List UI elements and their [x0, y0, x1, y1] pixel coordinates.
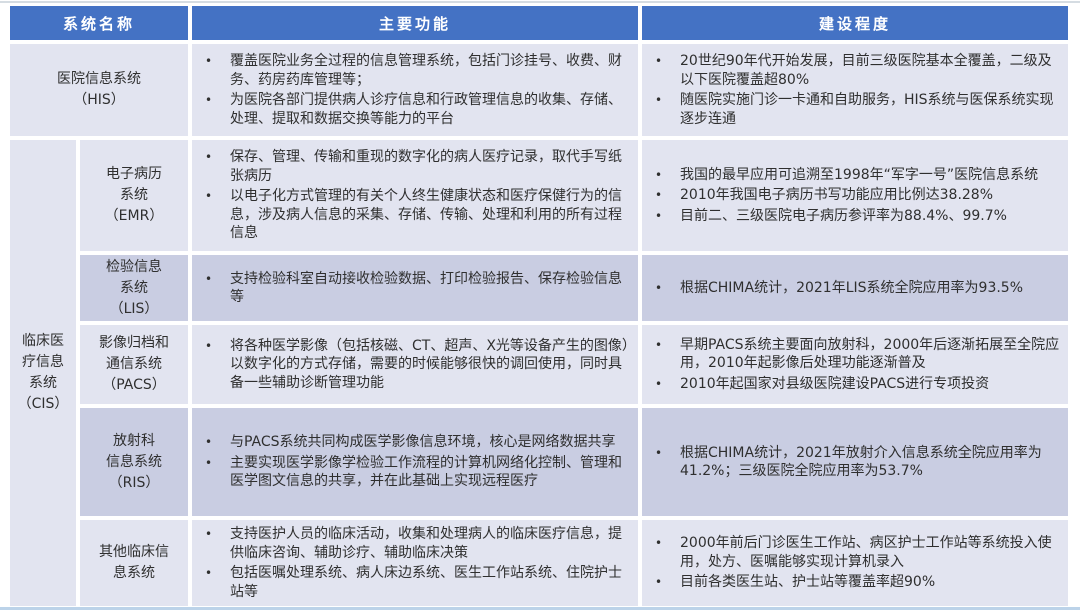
bullet-dot-icon: • [655, 167, 663, 182]
header-cell-main-function: 主要功能 [192, 6, 638, 40]
bullet-text: 我国的最早应用可追溯至1998年“军字一号”医院信息系统 [680, 166, 1039, 183]
bullet-item: • 为医院各部门提供病人诊疗信息和行政管理信息的收集、存储、处理、提取和数据交换等… [192, 91, 632, 128]
bullet-text: 2010年我国电子病历书写功能应用比例达38.28% [680, 187, 994, 204]
pacs-construction-cell: • 早期PACS系统主要面向放射科，2000年后逐渐拓展至全院应用，2010年起影… [642, 325, 1068, 404]
bullet-text: 早期PACS系统主要面向放射科，2000年后逐渐拓展至全院应用，2010年起影像… [680, 336, 1060, 372]
cis-group-name-cell: 临床医 疗信息 系统 （CIS） [10, 140, 76, 606]
bullet-item: • 与PACS系统共同构成医学影像信息环境，核心是网络数据共享 [192, 433, 632, 452]
bullet-dot-icon: • [655, 208, 663, 223]
bullet-dot-icon: • [655, 575, 663, 590]
bullet-dot-icon: • [655, 54, 663, 68]
bullet-dot-icon: • [205, 93, 213, 107]
bullet-text: 20世纪90年代开始发展，目前三级医院基本全覆盖，二级及以下医院覆盖超80% [680, 53, 1052, 88]
bullet-text: 与PACS系统共同构成医学影像信息环境，核心是网络数据共享 [230, 434, 616, 451]
ris-construction-cell: • 根据CHIMA统计，2021年放射介入信息系统全院应用率为41.2%；三级医院… [642, 408, 1068, 516]
header-cell-construction-degree: 建设程度 [642, 6, 1068, 40]
bullet-item: • 根据CHIMA统计，2021年放射介入信息系统全院应用率为41.2%；三级医院… [642, 444, 1062, 481]
bullet-dot-icon: • [655, 188, 663, 203]
his-functions-cell: • 覆盖医院业务全过程的信息管理系统，包括门诊挂号、收费、财务、药房药库管理等； •… [192, 44, 638, 136]
systems-table: 系统名称 主要功能 建设程度 医院信息系统 （HIS） • 覆盖医院业务全过程的信… [10, 6, 1068, 606]
lis-construction-cell: • 根据CHIMA统计，2021年LIS系统全院应用率为93.5% [642, 255, 1068, 321]
bullet-text: 为医院各部门提供病人诊疗信息和行政管理信息的收集、存储、处理、提取和数据交换等能… [230, 92, 622, 127]
bullet-text: 支持医护人员的临床活动，收集和处理病人的临床医疗信息，提供临床咨询、辅助诊疗、辅… [230, 526, 622, 561]
bullet-item: • 保存、管理、传输和重现的数字化的病人医疗记录，取代手写纸张病历 [192, 148, 632, 185]
top-divider-line [0, 1, 1080, 3]
bullet-dot-icon: • [655, 337, 663, 352]
bullet-item: • 以电子化方式管理的有关个人终生健康状态和医疗保健行为的信息，涉及病人信息的采集… [192, 187, 632, 243]
bullet-dot-icon: • [205, 566, 213, 580]
other-clinical-construction-cell: • 2000年前后门诊医生工作站、病区护士工作站等系统投入使用，处方、医嘱能够实现… [642, 520, 1068, 606]
his-construction-cell: • 20世纪90年代开始发展，目前三级医院基本全覆盖，二级及以下医院覆盖超80% •… [642, 44, 1068, 136]
bullet-text: 目前各类医生站、护士站等覆盖率超90% [680, 574, 936, 591]
bullet-item: • 目前二、三级医院电子病历参评率为88.4%、99.7% [642, 207, 1062, 226]
bottom-divider-line [0, 607, 1080, 610]
other-clinical-name-cell: 其他临床信 息系统 [80, 520, 188, 606]
bullet-text: 包括医嘱处理系统、病人床边系统、医生工作站系统、住院护士站等 [230, 565, 622, 600]
pacs-functions-cell: • 将各种医学影像（包括核磁、CT、超声、X光等设备产生的图像）以数字化的方式存储… [192, 325, 638, 404]
bullet-dot-icon: • [655, 376, 663, 391]
bullet-dot-icon: • [205, 527, 213, 541]
bullet-dot-icon: • [205, 54, 213, 68]
bullet-item: • 根据CHIMA统计，2021年LIS系统全院应用率为93.5% [642, 279, 1062, 298]
lis-name-cell: 检验信息 系统 （LIS） [80, 255, 188, 321]
bullet-dot-icon: • [655, 445, 663, 460]
bullet-item: • 包括医嘱处理系统、病人床边系统、医生工作站系统、住院护士站等 [192, 564, 632, 601]
bullet-dot-icon: • [205, 338, 213, 353]
bullet-item: • 随医院实施门诊一卡通和自助服务，HIS系统与医保系统实现逐步连通 [642, 91, 1062, 128]
bullet-item: • 支持医护人员的临床活动，收集和处理病人的临床医疗信息，提供临床咨询、辅助诊疗、… [192, 525, 632, 562]
bullet-text: 2010年起国家对县级医院建设PACS进行专项投资 [680, 375, 990, 392]
bullet-text: 根据CHIMA统计，2021年放射介入信息系统全院应用率为41.2%；三级医院全… [680, 444, 1042, 480]
bullet-text: 以电子化方式管理的有关个人终生健康状态和医疗保健行为的信息，涉及病人信息的采集、… [230, 188, 622, 242]
bullet-text: 主要实现医学影像学检验工作流程的计算机网络化控制、管理和医学图文信息的共享，并在… [230, 454, 622, 490]
bullet-text: 目前二、三级医院电子病历参评率为88.4%、99.7% [680, 207, 1007, 224]
bullet-text: 保存、管理、传输和重现的数字化的病人医疗记录，取代手写纸张病历 [230, 149, 622, 184]
bullet-dot-icon: • [205, 455, 213, 470]
bullet-text: 2000年前后门诊医生工作站、病区护士工作站等系统投入使用，处方、医嘱能够实现计… [680, 535, 1052, 570]
other-clinical-functions-cell: • 支持医护人员的临床活动，收集和处理病人的临床医疗信息，提供临床咨询、辅助诊疗、… [192, 520, 638, 606]
bullet-item: • 2000年前后门诊医生工作站、病区护士工作站等系统投入使用，处方、医嘱能够实现… [642, 534, 1062, 571]
bullet-dot-icon: • [205, 189, 213, 204]
bullet-text: 支持检验科室自动接收检验数据、打印检验报告、保存检验信息等 [230, 270, 622, 306]
bullet-item: • 20世纪90年代开始发展，目前三级医院基本全覆盖，二级及以下医院覆盖超80% [642, 52, 1062, 89]
bullet-item: • 目前各类医生站、护士站等覆盖率超90% [642, 573, 1062, 592]
bullet-dot-icon: • [655, 536, 663, 551]
header-cell-system-name: 系统名称 [10, 6, 188, 40]
bullet-item: • 早期PACS系统主要面向放射科，2000年后逐渐拓展至全院应用，2010年起影… [642, 336, 1062, 373]
his-name-cell: 医院信息系统 （HIS） [10, 44, 188, 136]
bullet-item: • 支持检验科室自动接收检验数据、打印检验报告、保存检验信息等 [192, 270, 632, 307]
bullet-item: • 覆盖医院业务全过程的信息管理系统，包括门诊挂号、收费、财务、药房药库管理等； [192, 52, 632, 89]
lis-functions-cell: • 支持检验科室自动接收检验数据、打印检验报告、保存检验信息等 [192, 255, 638, 321]
bullet-dot-icon: • [205, 150, 213, 165]
bullet-text: 将各种医学影像（包括核磁、CT、超声、X光等设备产生的图像）以数字化的方式存储，… [230, 337, 629, 391]
bullet-dot-icon: • [205, 435, 213, 450]
ris-functions-cell: • 与PACS系统共同构成医学影像信息环境，核心是网络数据共享 • 主要实现医学影像学… [192, 408, 638, 516]
bullet-item: • 主要实现医学影像学检验工作流程的计算机网络化控制、管理和医学图文信息的共享，并… [192, 454, 632, 491]
emr-name-cell: 电子病历 系统 （EMR） [80, 140, 188, 251]
ris-name-cell: 放射科 信息系统 （RIS） [80, 408, 188, 516]
bullet-item: • 我国的最早应用可追溯至1998年“军字一号”医院信息系统 [642, 166, 1062, 185]
bullet-dot-icon: • [655, 93, 663, 107]
pacs-name-cell: 影像归档和 通信系统 （PACS） [80, 325, 188, 404]
bullet-item: • 将各种医学影像（包括核磁、CT、超声、X光等设备产生的图像）以数字化的方式存储… [192, 337, 632, 393]
bullet-dot-icon: • [205, 271, 213, 286]
bullet-dot-icon: • [655, 280, 663, 295]
bullet-text: 根据CHIMA统计，2021年LIS系统全院应用率为93.5% [680, 279, 1024, 296]
bullet-text: 随医院实施门诊一卡通和自助服务，HIS系统与医保系统实现逐步连通 [680, 92, 1054, 127]
emr-functions-cell: • 保存、管理、传输和重现的数字化的病人医疗记录，取代手写纸张病历 • 以电子化方式管… [192, 140, 638, 251]
emr-construction-cell: • 我国的最早应用可追溯至1998年“军字一号”医院信息系统 • 2010年我国电子病… [642, 140, 1068, 251]
bullet-text: 覆盖医院业务全过程的信息管理系统，包括门诊挂号、收费、财务、药房药库管理等； [230, 53, 622, 88]
bullet-item: • 2010年我国电子病历书写功能应用比例达38.28% [642, 186, 1062, 205]
bullet-item: • 2010年起国家对县级医院建设PACS进行专项投资 [642, 375, 1062, 394]
